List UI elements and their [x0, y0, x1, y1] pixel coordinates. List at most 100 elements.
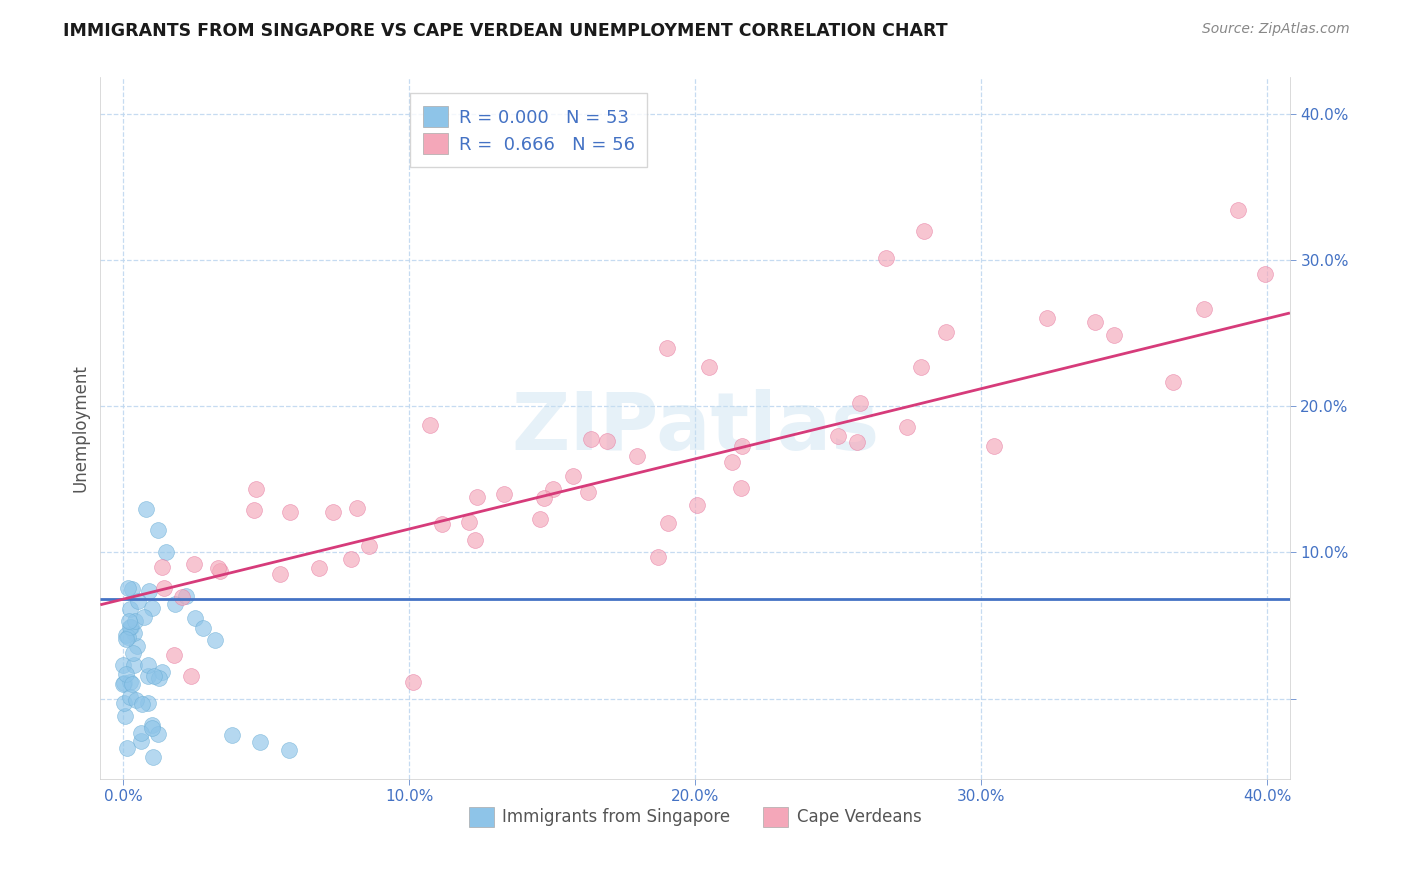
- Point: [1254, 267, 1277, 281]
- Point: [269, 566, 291, 581]
- Point: [208, 564, 231, 578]
- Point: [308, 561, 330, 575]
- Point: [148, 672, 170, 686]
- Point: [245, 482, 267, 496]
- Point: [183, 557, 205, 571]
- Point: [121, 677, 143, 691]
- Point: [112, 676, 135, 690]
- Point: [118, 602, 141, 616]
- Point: [135, 501, 157, 516]
- Point: [146, 524, 169, 538]
- Point: [115, 628, 138, 642]
- Point: [136, 669, 159, 683]
- Text: ZIPatlas: ZIPatlas: [510, 389, 879, 467]
- Point: [576, 485, 599, 500]
- Point: [112, 696, 135, 710]
- Point: [1084, 315, 1107, 329]
- Point: [153, 581, 176, 595]
- Point: [242, 503, 264, 517]
- Point: [172, 590, 194, 604]
- Point: [340, 551, 363, 566]
- Point: [721, 455, 744, 469]
- Point: [174, 589, 197, 603]
- Point: [465, 490, 488, 504]
- Point: [1161, 375, 1184, 389]
- Point: [115, 667, 138, 681]
- Point: [131, 698, 153, 712]
- Point: [845, 435, 868, 450]
- Point: [432, 517, 454, 532]
- Point: [122, 625, 145, 640]
- Point: [132, 610, 155, 624]
- Point: [183, 611, 205, 625]
- Point: [152, 665, 174, 679]
- Point: [322, 505, 344, 519]
- Point: [730, 481, 752, 495]
- Point: [579, 432, 602, 446]
- Text: Source: ZipAtlas.com: Source: ZipAtlas.com: [1202, 22, 1350, 37]
- Point: [912, 224, 935, 238]
- Point: [163, 648, 186, 663]
- Point: [204, 633, 226, 648]
- Point: [136, 658, 159, 673]
- Point: [125, 639, 148, 653]
- Point: [114, 708, 136, 723]
- Point: [221, 728, 243, 742]
- Point: [533, 491, 555, 506]
- Point: [686, 498, 709, 512]
- Point: [1036, 310, 1059, 325]
- Point: [121, 646, 143, 660]
- Point: [357, 539, 380, 553]
- Point: [249, 735, 271, 749]
- Point: [626, 450, 648, 464]
- Point: [657, 516, 679, 531]
- Point: [730, 439, 752, 453]
- Point: [278, 742, 301, 756]
- Point: [935, 325, 957, 339]
- Point: [278, 505, 301, 519]
- Point: [207, 560, 229, 574]
- Point: [112, 677, 135, 691]
- Point: [193, 621, 215, 635]
- Point: [142, 669, 165, 683]
- Point: [464, 533, 486, 547]
- Point: [138, 584, 160, 599]
- Point: [124, 614, 146, 628]
- Point: [120, 620, 142, 634]
- Point: [125, 693, 148, 707]
- Point: [163, 597, 186, 611]
- Point: [142, 749, 165, 764]
- Point: [155, 545, 177, 559]
- Point: [458, 515, 481, 529]
- Point: [117, 581, 139, 595]
- Point: [494, 486, 516, 500]
- Point: [120, 620, 142, 634]
- Point: [120, 675, 142, 690]
- Point: [1102, 328, 1125, 343]
- Text: IMMIGRANTS FROM SINGAPORE VS CAPE VERDEAN UNEMPLOYMENT CORRELATION CHART: IMMIGRANTS FROM SINGAPORE VS CAPE VERDEA…: [63, 22, 948, 40]
- Point: [122, 658, 145, 673]
- Point: [136, 696, 159, 710]
- Point: [529, 512, 551, 526]
- Point: [141, 718, 163, 732]
- Point: [849, 395, 872, 409]
- Point: [180, 668, 202, 682]
- Point: [115, 632, 138, 646]
- Point: [117, 630, 139, 644]
- Point: [112, 658, 135, 673]
- Y-axis label: Unemployment: Unemployment: [72, 364, 89, 492]
- Point: [983, 439, 1005, 453]
- Point: [647, 550, 669, 565]
- Point: [910, 360, 932, 375]
- Point: [141, 721, 163, 735]
- Point: [129, 734, 152, 748]
- Point: [896, 419, 918, 434]
- Point: [876, 252, 898, 266]
- Point: [419, 418, 441, 433]
- Legend: Immigrants from Singapore, Cape Verdeans: Immigrants from Singapore, Cape Verdeans: [463, 800, 928, 834]
- Point: [127, 594, 149, 608]
- Point: [146, 727, 169, 741]
- Point: [655, 341, 678, 355]
- Point: [150, 559, 173, 574]
- Point: [346, 501, 368, 516]
